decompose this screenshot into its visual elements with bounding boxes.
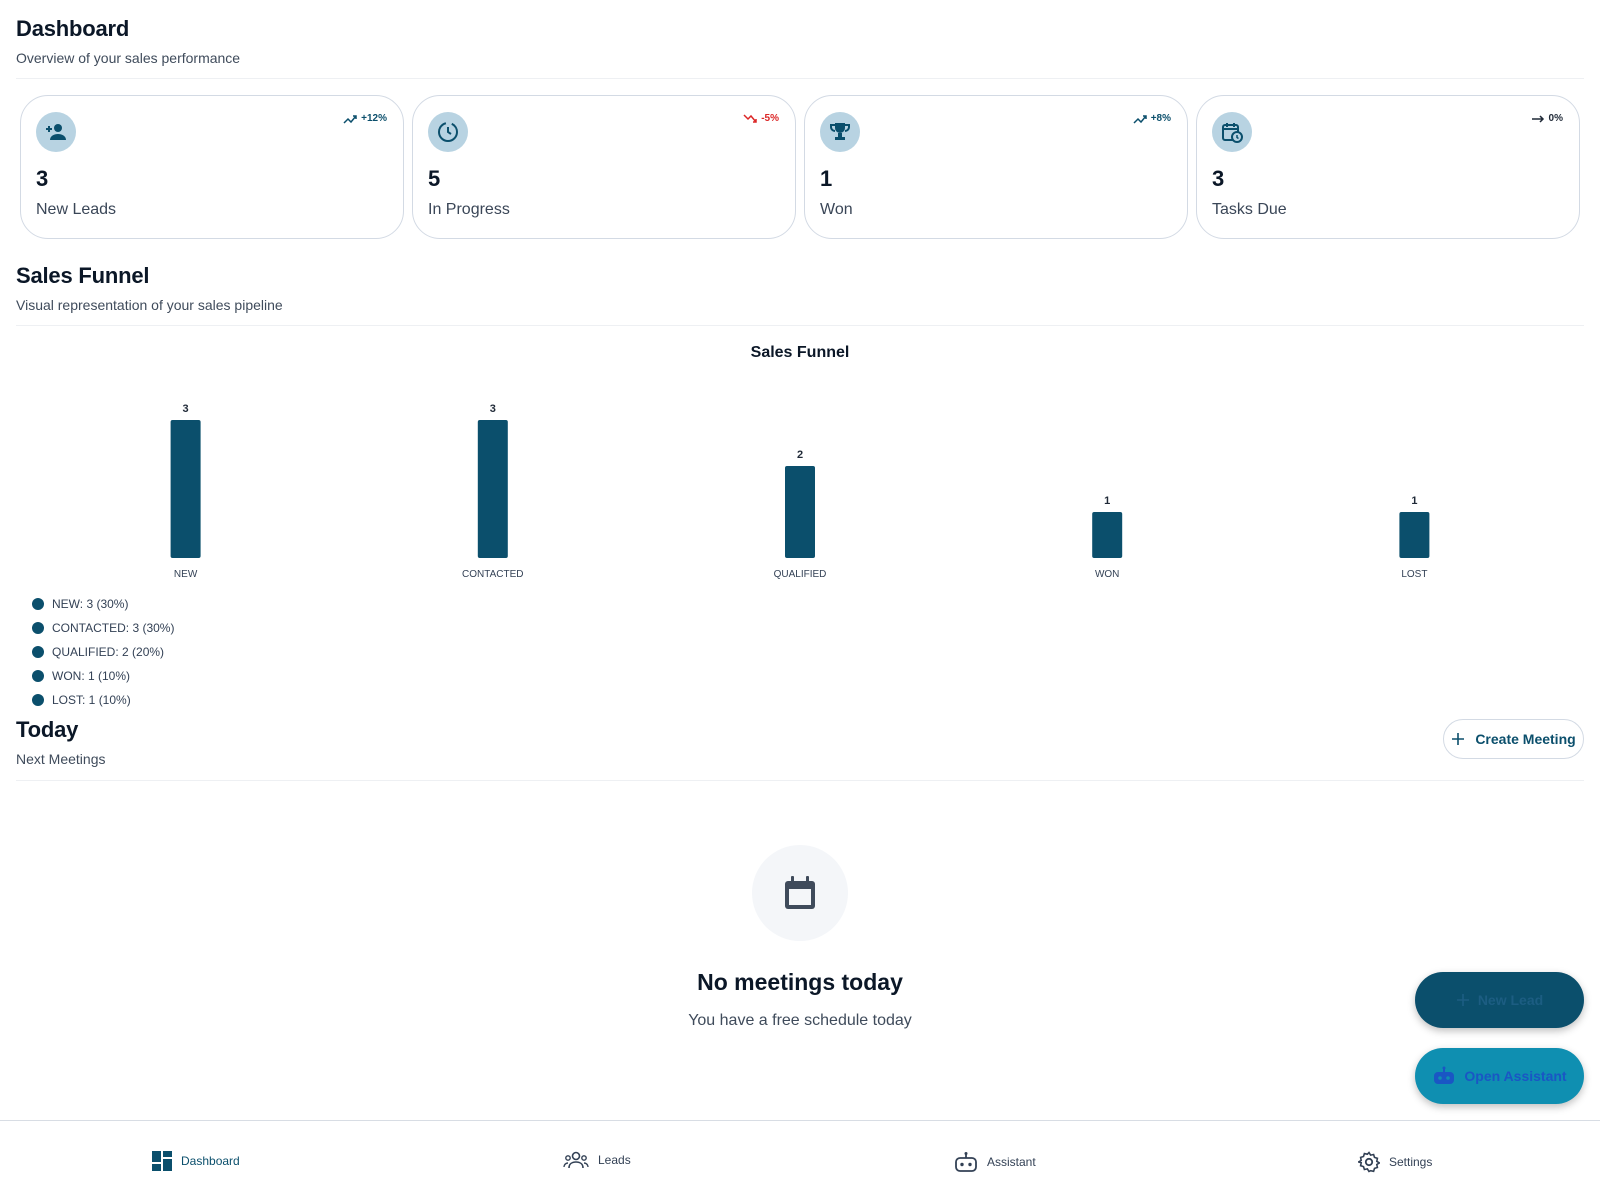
stat-value: 5 <box>428 166 441 191</box>
empty-title: No meetings today <box>697 969 903 995</box>
plus-icon <box>1452 733 1465 745</box>
trending-up-icon <box>1133 114 1147 124</box>
legend-label: QUALIFIED: 2 (20%) <box>52 645 165 659</box>
stat-card-new-leads[interactable]: +12% 3 New Leads <box>20 95 404 239</box>
stat-value: 1 <box>820 166 833 191</box>
sales-funnel-chart: Sales Funnel 3 NEW 3 CONTACTED 2 QUALIFIED 1 WO… <box>16 330 1584 710</box>
stat-card-tasks-due[interactable]: 0% 3 Tasks Due <box>1196 95 1580 239</box>
stat-value: 3 <box>36 166 49 191</box>
chart-title: Sales Funnel <box>750 344 850 361</box>
category-label: CONTACTED <box>462 569 523 580</box>
legend-label: CONTACTED: 3 (30%) <box>52 621 175 635</box>
bar-new[interactable] <box>170 420 201 558</box>
legend-dot <box>32 670 44 682</box>
nav-item-assistant[interactable]: Assistant <box>954 1151 1036 1173</box>
nav-item-dashboard[interactable]: Dashboard <box>152 1151 240 1171</box>
legend-dot <box>32 694 44 706</box>
empty-meetings: No meetings today You have a free schedu… <box>0 845 1600 1030</box>
legend-label: WON: 1 (10%) <box>52 669 131 683</box>
stat-label: New Leads <box>36 201 117 218</box>
legend-dot <box>32 622 44 634</box>
funnel-divider <box>16 325 1584 326</box>
legend-dot <box>32 598 44 610</box>
stat-value: 3 <box>1212 166 1225 191</box>
open-assistant-button[interactable]: Open Assistant <box>1415 1048 1584 1104</box>
legend-label: LOST: 1 (10%) <box>52 693 131 707</box>
header-divider <box>16 78 1584 79</box>
dashboard-header: Dashboard Overview of your sales perform… <box>16 16 1584 66</box>
stat-label: Tasks Due <box>1212 201 1287 218</box>
bottom-nav: Dashboard Leads Assistant Settings <box>0 1120 1600 1200</box>
category-label: LOST <box>1401 569 1427 580</box>
trend-badge: +8% <box>1133 113 1171 124</box>
people-icon <box>563 1151 589 1169</box>
legend-item: NEW: 3 (30%) <box>32 592 174 616</box>
calendar-clock-icon <box>1212 112 1252 152</box>
person-add-icon <box>36 112 76 152</box>
today-header: Today Next Meetings <box>16 717 1584 767</box>
create-meeting-button[interactable]: Create Meeting <box>1443 719 1584 759</box>
stat-cards: +12% 3 New Leads -5% 5 In Progress +8% 1… <box>20 95 1580 239</box>
section-subtitle: Next Meetings <box>16 751 106 767</box>
section-title: Today <box>16 717 79 742</box>
stat-card-won[interactable]: +8% 1 Won <box>804 95 1188 239</box>
page-title: Dashboard <box>16 16 130 41</box>
trend-badge: 0% <box>1531 113 1563 124</box>
section-title: Sales Funnel <box>16 263 150 288</box>
legend-label: NEW: 3 (30%) <box>52 597 129 611</box>
funnel-header: Sales Funnel Visual representation of yo… <box>16 263 1584 313</box>
bar-qualified[interactable] <box>785 466 815 558</box>
calendar-icon <box>752 845 848 941</box>
section-subtitle: Visual representation of your sales pipe… <box>16 297 283 313</box>
dashboard-icon <box>152 1151 172 1171</box>
gear-icon <box>1358 1151 1380 1173</box>
trending-down-icon <box>743 113 757 123</box>
legend-item: WON: 1 (10%) <box>32 664 174 688</box>
page-subtitle: Overview of your sales performance <box>16 50 241 66</box>
stat-label: In Progress <box>428 201 510 218</box>
trend-badge: -5% <box>743 113 779 124</box>
category-label: QUALIFIED <box>774 569 827 580</box>
plus-icon <box>1456 994 1469 1006</box>
arrow-right-icon <box>1531 114 1544 123</box>
category-label: NEW <box>174 569 198 580</box>
legend-item: LOST: 1 (10%) <box>32 688 174 712</box>
funnel-bars: 3 NEW 3 CONTACTED 2 QUALIFIED 1 WON 1 LOST <box>170 403 1430 580</box>
category-label: WON <box>1095 569 1119 580</box>
trophy-icon <box>820 112 860 152</box>
today-divider <box>16 780 1584 781</box>
bar-value-label: 1 <box>1411 495 1417 507</box>
bar-lost[interactable] <box>1399 512 1430 558</box>
new-lead-button[interactable]: New Lead <box>1415 972 1584 1028</box>
trending-up-icon <box>343 114 357 124</box>
stat-label: Won <box>820 201 853 218</box>
clock-progress-icon <box>428 112 468 152</box>
legend-item: QUALIFIED: 2 (20%) <box>32 640 174 664</box>
trend-badge: +12% <box>343 113 387 124</box>
robot-icon <box>1434 1066 1455 1084</box>
legend-item: CONTACTED: 3 (30%) <box>32 616 174 640</box>
bar-won[interactable] <box>1092 512 1123 558</box>
robot-icon <box>955 1152 977 1172</box>
bar-value-label: 1 <box>1104 495 1110 507</box>
chart-legend: NEW: 3 (30%) CONTACTED: 3 (30%) QUALIFIED:… <box>32 592 174 712</box>
nav-item-leads[interactable]: Leads <box>563 1151 631 1169</box>
bar-contacted[interactable] <box>477 420 508 558</box>
legend-dot <box>32 646 44 658</box>
bar-value-label: 3 <box>183 403 189 415</box>
bar-value-label: 3 <box>490 403 496 415</box>
bar-value-label: 2 <box>797 449 803 461</box>
nav-item-settings[interactable]: Settings <box>1358 1151 1432 1173</box>
empty-subtitle: You have a free schedule today <box>688 1012 912 1029</box>
stat-card-in-progress[interactable]: -5% 5 In Progress <box>412 95 796 239</box>
